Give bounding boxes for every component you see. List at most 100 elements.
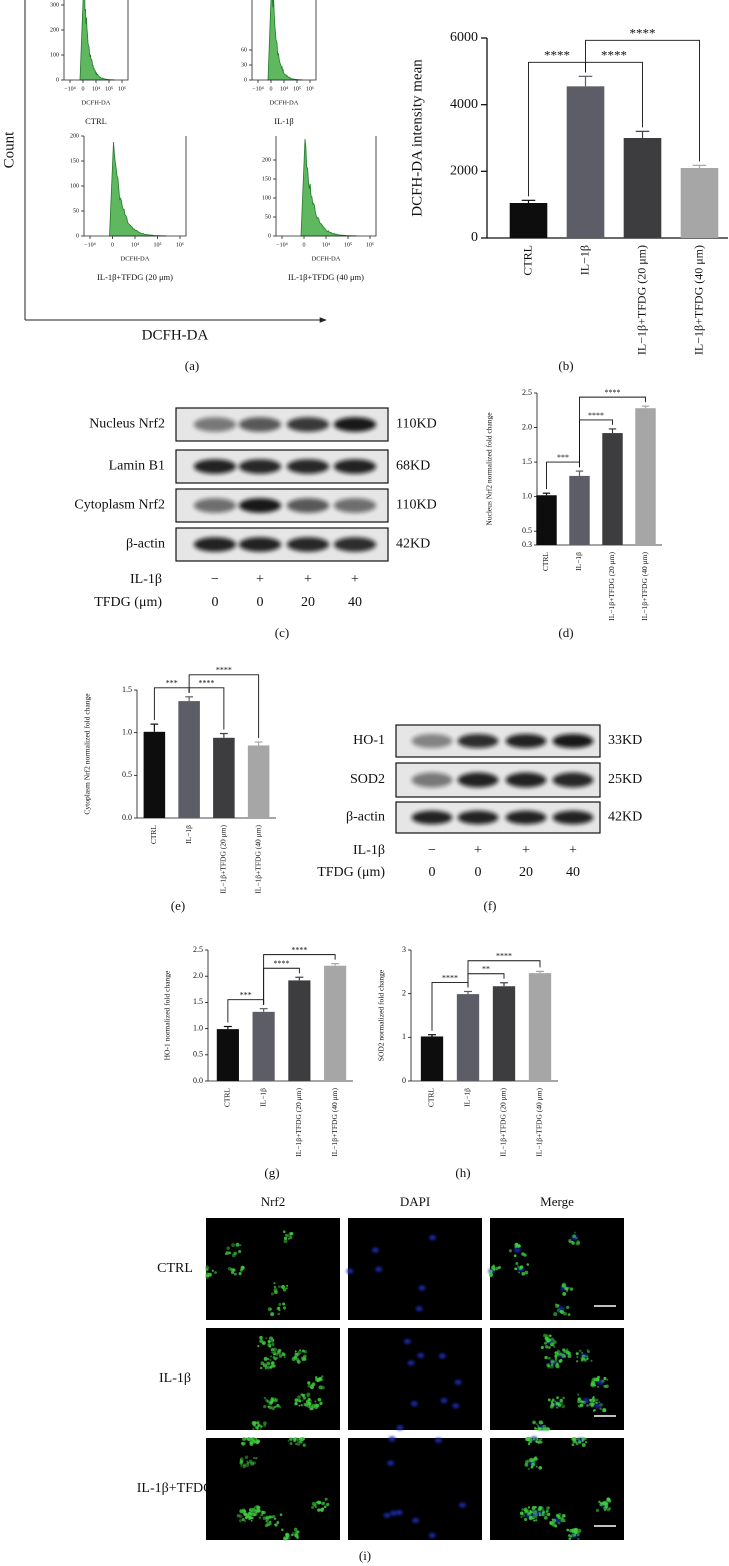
- nrf2-signal: [261, 1510, 265, 1515]
- x-axis-label: DCFH-DA: [312, 255, 341, 262]
- nrf2-signal: [226, 1246, 230, 1250]
- x-tick-label: 10⁴: [131, 242, 139, 248]
- nrf2-signal: [284, 1532, 290, 1537]
- nrf2-signal: [255, 1437, 258, 1441]
- nrf2-signal: [521, 1508, 524, 1511]
- nrf2-signal: [268, 1336, 273, 1341]
- significance-label: ****: [442, 973, 458, 982]
- nrf2-signal: [248, 1507, 254, 1512]
- nrf2-signal: [294, 1402, 298, 1405]
- nrf2-signal: [568, 1537, 571, 1540]
- nucleus: [429, 1234, 437, 1241]
- nrf2-signal: [269, 1307, 273, 1311]
- y-tick-label: 30: [241, 62, 247, 68]
- nrf2-signal: [593, 1379, 596, 1382]
- nrf2-signal: [540, 1437, 543, 1441]
- y-axis-label: DCFH-DA intensity mean: [409, 59, 425, 217]
- nucleus: [532, 1510, 540, 1516]
- condition-value: +: [256, 572, 264, 587]
- blot-band: [457, 772, 499, 788]
- nrf2-signal: [559, 1398, 564, 1403]
- y-tick-label: 0.0: [122, 813, 132, 822]
- nrf2-signal: [577, 1537, 580, 1541]
- y-tick-label: 200: [262, 157, 271, 163]
- nrf2-signal: [270, 1347, 275, 1352]
- nrf2-signal: [516, 1265, 520, 1268]
- nrf2-signal: [537, 1425, 540, 1428]
- x-tick-label: −10⁴: [276, 242, 287, 248]
- nrf2-signal: [569, 1535, 573, 1538]
- nucleus: [417, 1352, 425, 1358]
- nrf2-signal: [566, 1289, 569, 1292]
- nrf2-signal: [300, 1404, 303, 1407]
- panel-name: IL-1β: [274, 116, 293, 126]
- condition-value: +: [474, 843, 482, 858]
- x-tick-label: −10⁴: [64, 86, 75, 92]
- nrf2-signal: [239, 1460, 243, 1464]
- nrf2-signal: [586, 1355, 589, 1358]
- condition-value: 0: [212, 595, 219, 610]
- nrf2-signal: [303, 1354, 307, 1359]
- nrf2-signal: [278, 1349, 282, 1352]
- nrf2-signal: [554, 1400, 557, 1403]
- nrf2-signal: [234, 1272, 237, 1276]
- x-tick-label: IL−1β+TFDG (40 μm): [253, 825, 262, 894]
- nrf2-signal: [274, 1405, 277, 1408]
- nrf2-signal: [599, 1407, 602, 1411]
- row-label: IL-1β+TFDG: [137, 1481, 213, 1496]
- y-tick-label: 0.5: [522, 526, 532, 535]
- nrf2-signal: [269, 1520, 272, 1524]
- x-axis-label: DCFH-DA: [82, 99, 111, 106]
- significance-bracket: [579, 396, 646, 468]
- nucleus: [346, 1268, 354, 1274]
- nrf2-signal: [550, 1400, 554, 1404]
- nrf2-signal: [573, 1231, 576, 1234]
- significance-label: ***: [166, 679, 178, 688]
- nrf2-signal: [577, 1528, 582, 1533]
- x-tick-label: IL−1β+TFDG (20 μm): [634, 245, 648, 355]
- nrf2-signal: [253, 1457, 256, 1459]
- nrf2-signal: [606, 1378, 609, 1381]
- bar: [216, 1029, 239, 1081]
- nrf2-signal: [607, 1499, 612, 1503]
- nrf2-signal: [259, 1339, 264, 1343]
- nrf2-signal: [282, 1306, 287, 1310]
- nrf2-signal: [291, 1357, 296, 1361]
- significance-label: ****: [544, 47, 570, 62]
- nrf2-signal: [287, 1439, 290, 1442]
- nrf2-signal: [528, 1512, 531, 1515]
- nrf2-signal: [536, 1458, 539, 1461]
- y-tick-label: 1.0: [522, 491, 532, 500]
- nrf2-signal: [543, 1515, 548, 1520]
- blot-band: [552, 772, 594, 788]
- bar: [635, 408, 656, 545]
- nrf2-signal: [544, 1345, 549, 1349]
- nrf2-signal: [556, 1406, 559, 1409]
- nrf2-signal: [321, 1375, 324, 1378]
- nrf2-signal: [556, 1353, 561, 1357]
- nrf2-signal: [281, 1352, 286, 1357]
- nrf2-signal: [544, 1355, 548, 1360]
- significance-label: ****: [291, 945, 307, 954]
- blot-band: [286, 459, 330, 474]
- nrf2-signal: [524, 1509, 528, 1513]
- nrf2-signal: [527, 1506, 531, 1509]
- nrf2-signal: [307, 1381, 311, 1385]
- nrf2-signal: [256, 1505, 261, 1510]
- nrf2-signal: [591, 1397, 595, 1400]
- nrf2-signal: [581, 1356, 585, 1360]
- nrf2-signal: [565, 1348, 569, 1351]
- nrf2-signal: [520, 1516, 523, 1518]
- nrf2-signal: [586, 1357, 589, 1360]
- nucleus: [438, 1353, 446, 1359]
- y-tick-label: 0.5: [122, 770, 132, 779]
- condition-value: 20: [519, 865, 533, 880]
- nucleus: [513, 1247, 521, 1253]
- nrf2-signal: [547, 1506, 550, 1509]
- x-tick-label: IL−1β: [463, 1088, 472, 1107]
- nrf2-signal: [240, 1464, 243, 1467]
- nucleus: [410, 1401, 418, 1407]
- y-tick-label: 2.0: [193, 971, 203, 980]
- blot-band: [238, 498, 282, 513]
